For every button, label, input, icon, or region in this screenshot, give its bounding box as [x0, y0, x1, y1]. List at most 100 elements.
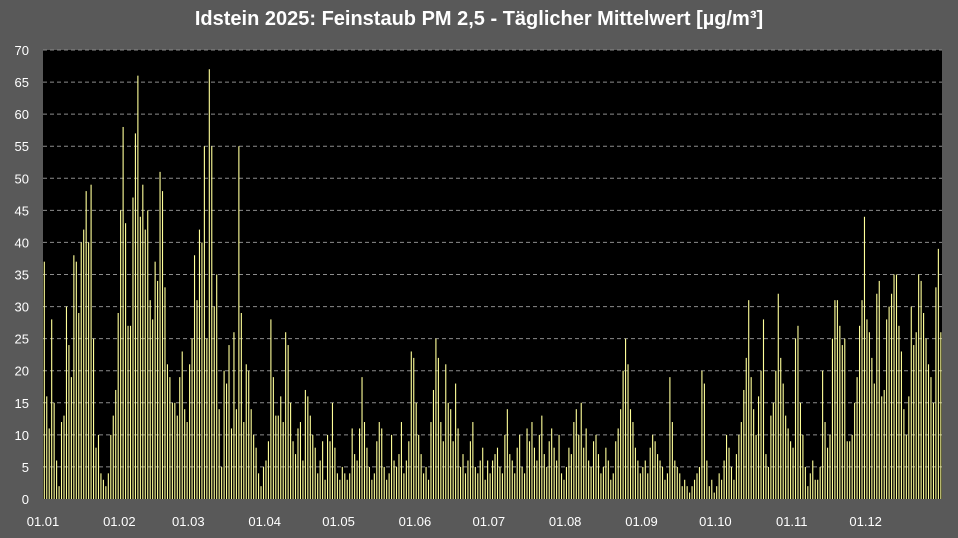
- bar: [482, 447, 484, 499]
- bar: [122, 126, 124, 499]
- bar: [398, 454, 400, 499]
- bar: [799, 402, 801, 499]
- x-tick-label: 01.04: [248, 514, 281, 529]
- bar: [652, 434, 654, 499]
- bar: [420, 454, 422, 499]
- bar: [432, 389, 435, 499]
- bar: [90, 184, 92, 499]
- bar: [536, 460, 538, 499]
- bar: [442, 441, 444, 499]
- bar: [450, 409, 452, 499]
- bar: [376, 441, 378, 499]
- bar: [927, 364, 930, 499]
- bar: [903, 409, 905, 499]
- bar: [691, 486, 693, 499]
- bar: [287, 345, 289, 499]
- bar: [253, 434, 255, 499]
- bar: [605, 447, 607, 499]
- x-tick-label: 01.08: [549, 514, 582, 529]
- bar: [142, 184, 144, 499]
- bar: [341, 466, 343, 499]
- bar: [891, 293, 893, 499]
- bar: [221, 466, 223, 499]
- bar: [213, 306, 215, 499]
- bar: [56, 460, 58, 499]
- bar: [469, 441, 471, 499]
- bar: [750, 377, 752, 499]
- bar: [698, 466, 701, 499]
- bar: [533, 447, 535, 499]
- bar: [383, 466, 385, 499]
- bar: [851, 434, 853, 499]
- bar: [270, 319, 272, 499]
- bar: [792, 447, 794, 499]
- bar: [524, 473, 526, 499]
- bar: [336, 473, 338, 499]
- bar: [267, 441, 269, 499]
- bar: [908, 396, 910, 499]
- bar: [511, 460, 513, 499]
- bar: [472, 422, 474, 499]
- bar: [346, 479, 348, 499]
- bar: [102, 479, 104, 499]
- bar: [634, 447, 636, 499]
- bar: [551, 428, 553, 499]
- bar: [895, 274, 898, 499]
- bar: [208, 69, 210, 500]
- bar: [134, 133, 136, 499]
- bar: [898, 325, 900, 499]
- bar: [647, 473, 649, 499]
- bar: [509, 454, 511, 499]
- bar: [452, 441, 454, 499]
- bar: [580, 402, 582, 499]
- bar: [846, 441, 848, 499]
- bar: [329, 441, 331, 499]
- bar: [437, 357, 439, 499]
- y-tick-label: 20: [15, 364, 29, 379]
- bar: [216, 274, 218, 499]
- bar: [588, 460, 590, 499]
- bar: [659, 460, 661, 499]
- bar: [233, 332, 235, 499]
- bar: [371, 479, 373, 499]
- bar: [51, 319, 53, 499]
- bar: [112, 415, 114, 499]
- bar: [430, 422, 432, 499]
- bar: [408, 441, 410, 499]
- bar: [405, 460, 407, 499]
- bar: [105, 486, 107, 499]
- bar: [804, 466, 806, 499]
- bar: [206, 338, 208, 499]
- bar: [359, 428, 361, 499]
- bar: [839, 325, 841, 499]
- bar: [775, 370, 777, 499]
- bar: [937, 248, 939, 499]
- bar: [861, 300, 863, 499]
- bar: [642, 466, 644, 499]
- bar: [935, 287, 937, 499]
- bar: [519, 434, 521, 499]
- bar: [260, 486, 262, 499]
- bar: [819, 466, 821, 499]
- bar: [686, 486, 688, 499]
- bar: [708, 486, 710, 499]
- bar: [654, 441, 656, 499]
- bar: [881, 396, 883, 499]
- bar: [900, 351, 902, 499]
- bar: [60, 422, 63, 499]
- bar: [625, 338, 627, 499]
- bar: [366, 447, 368, 499]
- bar: [915, 332, 917, 499]
- bar: [464, 473, 467, 499]
- bar: [292, 441, 294, 499]
- bar: [676, 466, 678, 499]
- bar: [693, 479, 696, 499]
- bar: [760, 370, 762, 499]
- bar: [794, 338, 797, 499]
- bar: [373, 473, 375, 499]
- bar: [193, 255, 196, 499]
- bar: [585, 428, 587, 499]
- bar: [331, 402, 334, 499]
- bar: [144, 229, 146, 499]
- y-tick-label: 10: [15, 428, 29, 443]
